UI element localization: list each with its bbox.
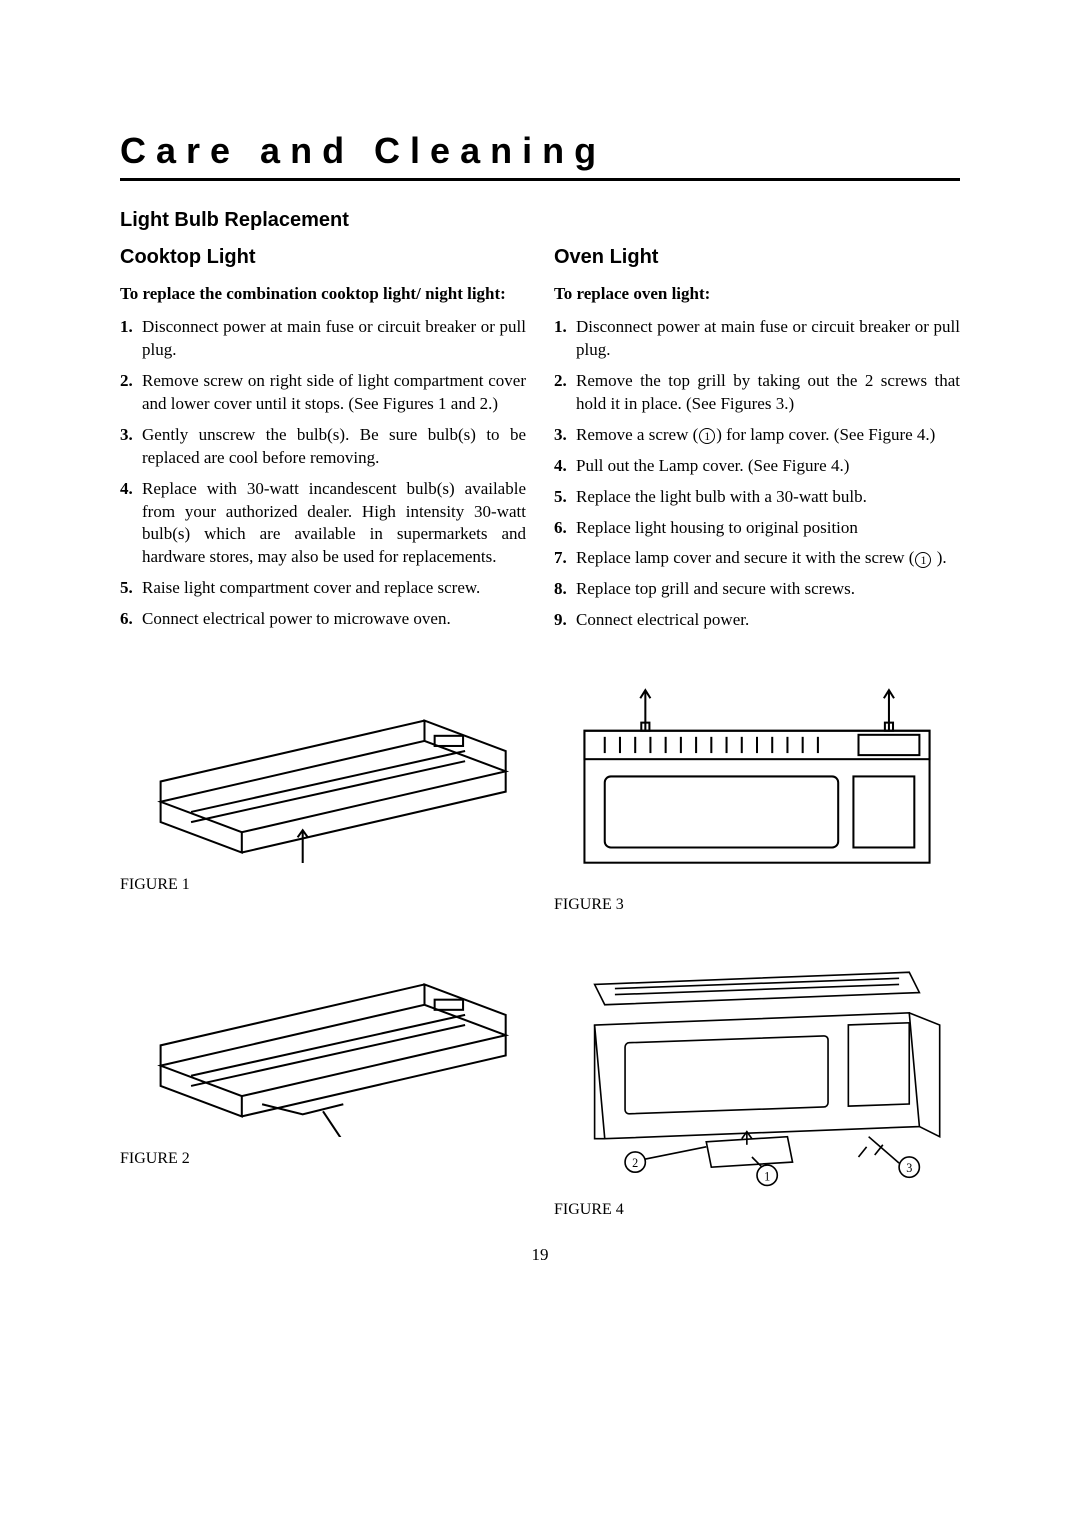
figure-1-block: FIGURE 1 [120,680,526,894]
oven-step3-post: ) for lamp cover. (See Figure 4.) [716,425,935,444]
cooktop-step: Raise light compartment cover and replac… [120,577,526,600]
svg-text:2: 2 [632,1156,638,1170]
oven-step: Connect electrical power. [554,609,960,632]
page-container: Care and Cleaning Light Bulb Replacement… [0,0,1080,1259]
oven-step: Remove the top grill by taking out the 2… [554,370,960,416]
oven-light-column: Oven Light To replace oven light: Discon… [554,246,960,640]
page-number: 19 [0,1245,1080,1265]
svg-text:3: 3 [906,1161,912,1175]
figure-1-illustration [120,680,526,863]
oven-step: Replace top grill and secure with screws… [554,578,960,601]
oven-light-heading: Oven Light [554,246,960,269]
figures-left-col: FIGURE 1 [120,680,526,1258]
circled-one-icon: 1 [915,552,931,568]
cooktop-step: Replace with 30-watt incandescent bulb(s… [120,478,526,570]
oven-step: Replace the light bulb with a 30-watt bu… [554,486,960,509]
cooktop-step: Gently unscrew the bulb(s). Be sure bulb… [120,424,526,470]
figure-2-illustration [120,954,526,1137]
figure-3-illustration [554,680,960,883]
oven-step7-pre: Replace lamp cover and secure it with th… [576,548,914,567]
oven-step: Replace lamp cover and secure it with th… [554,547,960,570]
figure-4-block: 2 1 3 FIGURE 4 [554,954,960,1218]
figure-3-caption: FIGURE 3 [554,896,960,914]
cooktop-step: Disconnect power at main fuse or circuit… [120,316,526,362]
oven-step: Replace light housing to original positi… [554,517,960,540]
oven-step: Remove a screw (1) for lamp cover. (See … [554,424,960,447]
figures-row: FIGURE 1 [120,680,960,1258]
oven-step3-pre: Remove a screw ( [576,425,698,444]
circled-one-icon: 1 [699,428,715,444]
figure-1-caption: FIGURE 1 [120,876,526,894]
figure-3-block: FIGURE 3 [554,680,960,914]
cooktop-intro: To replace the combination cooktop light… [120,283,526,306]
figure-4-caption: FIGURE 4 [554,1201,960,1219]
page-title: Care and Cleaning [120,130,960,181]
cooktop-steps: Disconnect power at main fuse or circuit… [120,316,526,631]
light-bulb-replacement-heading: Light Bulb Replacement [120,209,960,232]
cooktop-light-column: Cooktop Light To replace the combination… [120,246,526,640]
oven-step: Disconnect power at main fuse or circuit… [554,316,960,362]
text-columns: Cooktop Light To replace the combination… [120,246,960,640]
oven-intro: To replace oven light: [554,283,960,306]
oven-step7-post: ). [932,548,946,567]
figure-2-caption: FIGURE 2 [120,1150,526,1168]
figures-right-col: FIGURE 3 [554,680,960,1258]
oven-step: Pull out the Lamp cover. (See Figure 4.) [554,455,960,478]
oven-steps: Disconnect power at main fuse or circuit… [554,316,960,632]
svg-text:1: 1 [764,1170,770,1184]
cooktop-step: Remove screw on right side of light comp… [120,370,526,416]
cooktop-light-heading: Cooktop Light [120,246,526,269]
cooktop-step: Connect electrical power to microwave ov… [120,608,526,631]
figure-2-block: FIGURE 2 [120,954,526,1168]
figure-4-illustration: 2 1 3 [554,954,960,1187]
